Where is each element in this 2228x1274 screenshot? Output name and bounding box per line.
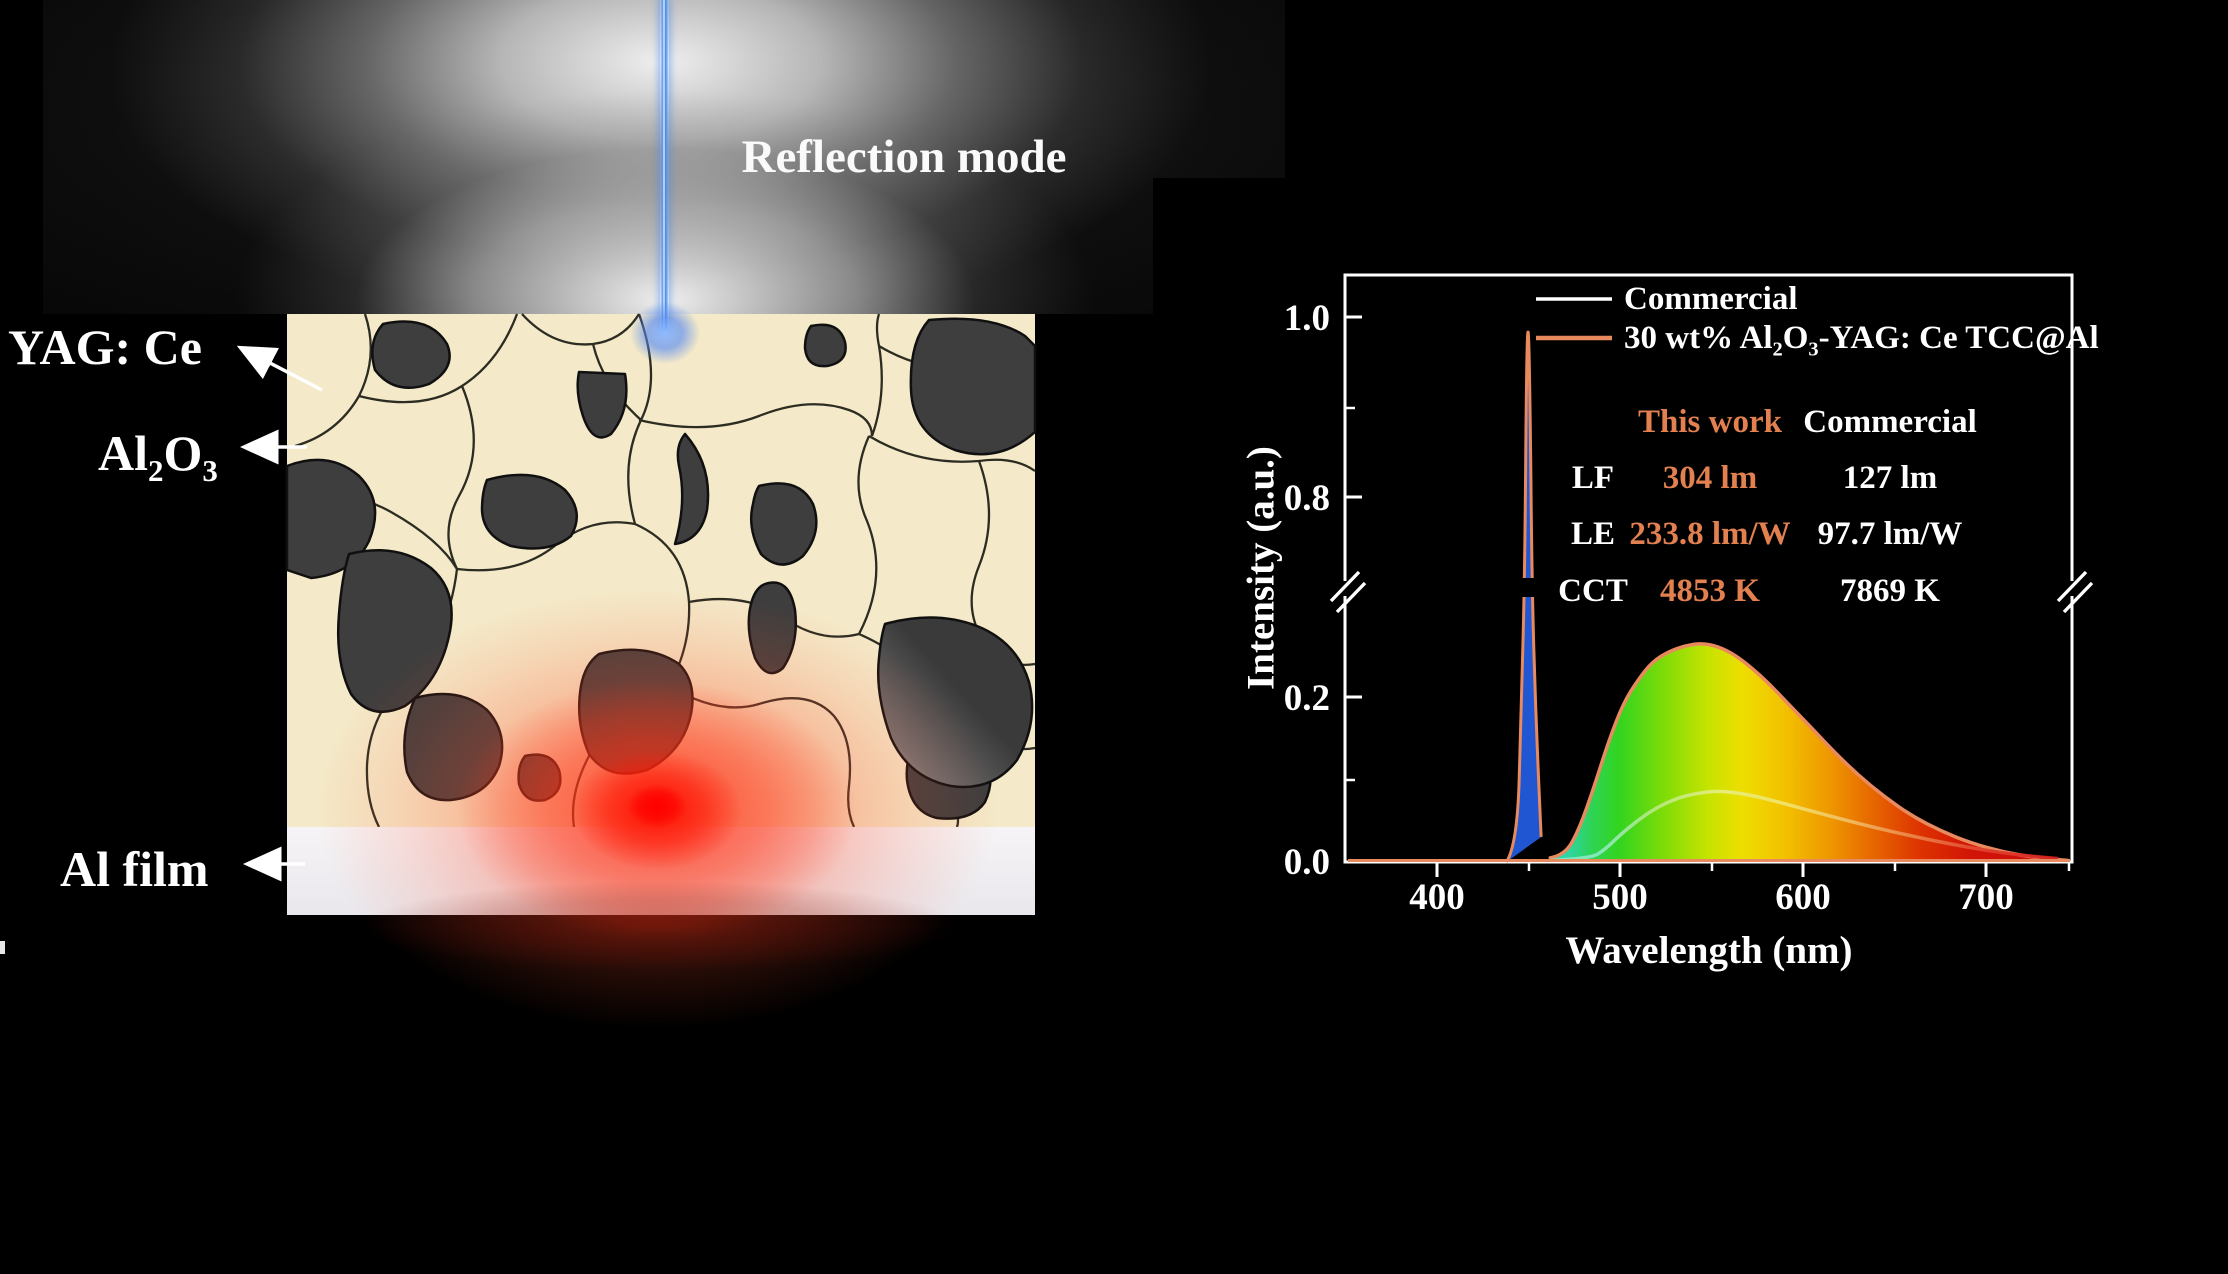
legend-label-this-work: 30 wt% Al2O3-YAG: Ce TCC@Al bbox=[1624, 320, 2099, 361]
emission-band-fill bbox=[1550, 643, 2068, 861]
yag-arrow bbox=[236, 345, 323, 392]
spectra-curves bbox=[1348, 330, 2070, 863]
laser-spike-outline bbox=[1505, 330, 1543, 863]
x-tick-label: 700 bbox=[1958, 877, 2014, 918]
laser-spot-glow bbox=[630, 302, 700, 364]
table-cell-this-work: 233.8 lm/W bbox=[1629, 516, 1791, 552]
y-tick-label: 0.2 bbox=[1283, 678, 1330, 719]
under-film-shadow bbox=[360, 881, 960, 971]
laser-beam bbox=[660, 0, 669, 330]
spectrum-chart bbox=[1329, 273, 2094, 877]
axis-break-marks bbox=[1329, 570, 2094, 614]
x-tick-label: 500 bbox=[1592, 877, 1648, 918]
x-tick-label: 600 bbox=[1775, 877, 1831, 918]
table-cell-commercial: 7869 K bbox=[1840, 573, 1940, 609]
y-tick-label: 0.8 bbox=[1283, 478, 1330, 519]
y-tick-label: 0.0 bbox=[1283, 842, 1330, 883]
table-header-commercial: Commercial bbox=[1803, 404, 1977, 440]
annotation-arrows bbox=[236, 345, 323, 882]
table-row-param: LE bbox=[1570, 516, 1616, 552]
x-axis-title: Wavelength (nm) bbox=[1565, 929, 1853, 972]
ceramic-schematic bbox=[285, 313, 1037, 1030]
table-header-this-work: This work bbox=[1638, 404, 1782, 440]
legend-label-commercial: Commercial bbox=[1624, 281, 1798, 317]
al-film-label: Al film bbox=[60, 841, 209, 897]
table-row-param: CCT bbox=[1558, 573, 1628, 609]
commercial-emission-curve bbox=[1550, 789, 2059, 863]
yag-ce-label: YAG: Ce bbox=[8, 319, 202, 375]
table-row-param: LF bbox=[1571, 460, 1615, 496]
spike-break-gap bbox=[1498, 578, 1558, 597]
photo-black-notch bbox=[1153, 178, 1285, 314]
x-tick-label: 400 bbox=[1409, 877, 1465, 918]
axis-ticks bbox=[1345, 315, 2071, 877]
al2o3-label: Al2O3 bbox=[98, 425, 218, 488]
edge-artifact bbox=[0, 941, 5, 954]
table-cell-commercial: 97.7 lm/W bbox=[1817, 516, 1963, 552]
laser-beam-core bbox=[663, 0, 665, 330]
table-cell-this-work: 4853 K bbox=[1660, 573, 1760, 609]
legend-keys bbox=[1536, 297, 1612, 341]
table-cell-this-work: 304 lm bbox=[1662, 460, 1758, 496]
y-tick-label: 1.0 bbox=[1283, 298, 1330, 339]
laser-spike-fill bbox=[1506, 332, 1542, 862]
emission-band-outline bbox=[1548, 642, 2069, 863]
table-cell-commercial: 127 lm bbox=[1842, 460, 1938, 496]
reflection-mode-caption: Reflection mode bbox=[741, 131, 1067, 183]
